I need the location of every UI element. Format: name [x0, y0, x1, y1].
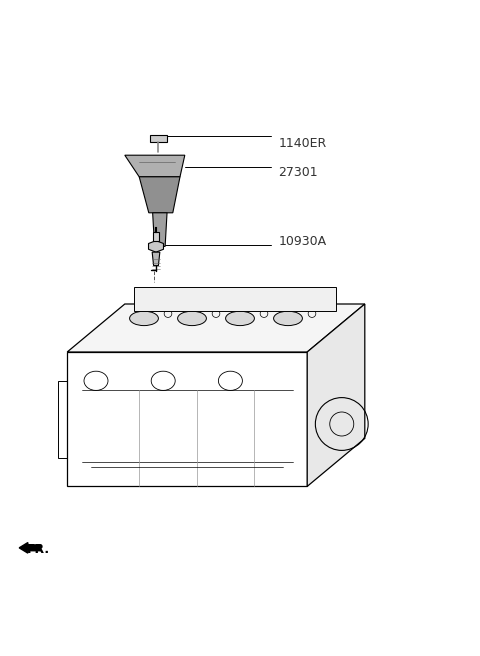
Polygon shape [307, 304, 365, 486]
Text: 27301: 27301 [278, 165, 318, 178]
Text: FR.: FR. [26, 543, 49, 556]
Ellipse shape [274, 311, 302, 325]
Polygon shape [125, 155, 185, 177]
Text: 1140ER: 1140ER [278, 136, 327, 150]
Polygon shape [139, 177, 180, 213]
Polygon shape [148, 241, 164, 252]
Ellipse shape [178, 311, 206, 325]
Polygon shape [67, 304, 365, 352]
FancyArrow shape [19, 543, 41, 553]
Bar [67, 352, 307, 486]
Bar [153, 232, 159, 241]
Text: 10930A: 10930A [278, 235, 326, 248]
Ellipse shape [130, 311, 158, 325]
Polygon shape [134, 287, 336, 311]
Polygon shape [153, 213, 167, 247]
Bar [150, 134, 167, 142]
Polygon shape [152, 252, 160, 266]
Ellipse shape [226, 311, 254, 325]
